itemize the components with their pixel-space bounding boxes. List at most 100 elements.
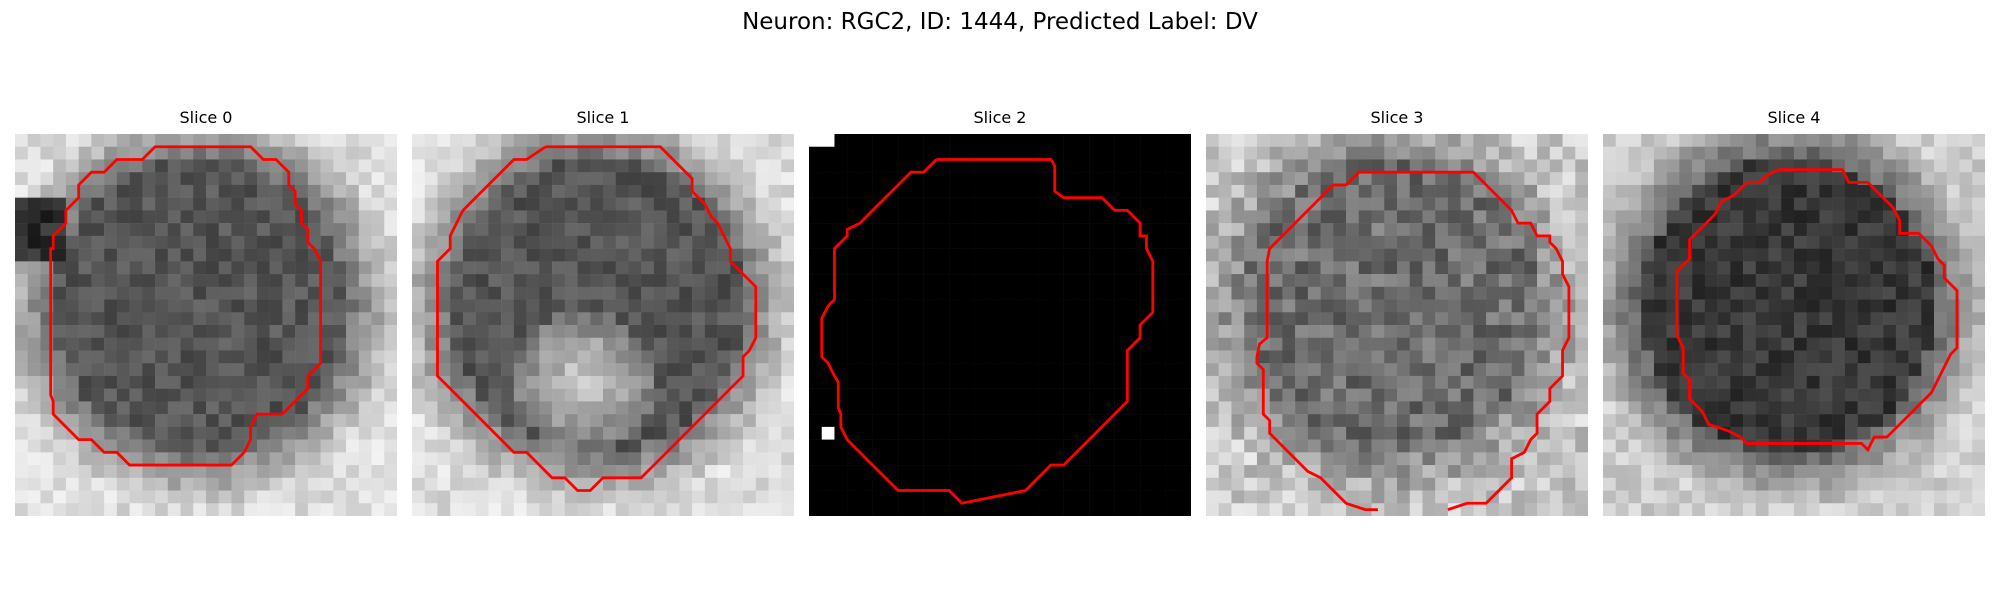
pixel <box>1333 146 1347 160</box>
pixel <box>1704 248 1718 262</box>
pixel <box>1959 286 1973 300</box>
pixel <box>1000 223 1013 237</box>
pixel <box>910 210 924 224</box>
pixel <box>450 274 464 288</box>
pixel <box>974 299 988 313</box>
pixel <box>167 325 181 338</box>
pixel <box>155 375 169 389</box>
pixel <box>781 477 794 491</box>
pixel <box>155 439 169 453</box>
pixel <box>1883 248 1897 262</box>
pixel <box>1206 401 1219 415</box>
pixel <box>1333 503 1347 516</box>
pixel <box>1089 274 1103 288</box>
pixel <box>1934 223 1948 237</box>
pixel <box>1768 197 1782 211</box>
pixel <box>1806 299 1820 313</box>
pixel <box>885 197 899 211</box>
pixel <box>974 375 988 389</box>
pixel <box>1218 210 1232 224</box>
pixel <box>1422 274 1436 288</box>
pixel <box>231 426 245 440</box>
pixel <box>898 426 912 440</box>
pixel <box>564 465 578 479</box>
pixel <box>1653 414 1667 428</box>
pixel <box>155 426 169 440</box>
pixel <box>1934 414 1948 428</box>
pixel <box>1806 414 1820 428</box>
pixel <box>1628 503 1642 516</box>
pixel <box>307 325 321 338</box>
pixel <box>462 172 476 186</box>
pixel <box>1704 146 1718 160</box>
pixel <box>1447 248 1461 262</box>
pixel <box>358 350 372 364</box>
pixel <box>218 503 232 516</box>
pixel <box>412 426 425 440</box>
pixel <box>1498 325 1512 338</box>
pixel <box>40 452 54 466</box>
pixel <box>1895 274 1909 288</box>
pixel <box>1704 312 1718 326</box>
pixel <box>1794 261 1807 275</box>
pixel <box>781 210 794 224</box>
pixel <box>1486 274 1500 288</box>
pixel <box>1959 274 1973 288</box>
pixel <box>358 210 372 224</box>
pixel <box>15 134 28 147</box>
pixel <box>1781 477 1795 491</box>
pixel <box>1038 477 1052 491</box>
pixel <box>1908 286 1922 300</box>
pixel <box>679 503 693 516</box>
pixel <box>1959 172 1973 186</box>
pixel <box>167 414 181 428</box>
pixel <box>885 439 899 453</box>
pixel <box>1371 325 1385 338</box>
pixel <box>1358 325 1372 338</box>
pixel <box>488 414 502 428</box>
pixel <box>1076 401 1090 415</box>
pixel <box>1256 439 1270 453</box>
pixel <box>218 235 232 249</box>
pixel <box>1653 261 1667 275</box>
pixel <box>692 363 706 377</box>
pixel <box>704 286 718 300</box>
pixel <box>142 223 156 237</box>
pixel <box>142 261 156 275</box>
pixel <box>1409 286 1423 300</box>
pixel <box>615 375 629 389</box>
pixel <box>450 452 464 466</box>
pixel <box>1692 490 1706 504</box>
pixel <box>1460 401 1474 415</box>
pixel <box>167 350 181 364</box>
pixel <box>1409 172 1423 186</box>
pixel <box>104 490 118 504</box>
pixel <box>1743 261 1757 275</box>
pixel <box>1934 184 1948 198</box>
pixel <box>1358 299 1372 313</box>
pixel <box>116 401 130 415</box>
pixel <box>809 401 822 415</box>
pixel <box>847 274 861 288</box>
pixel <box>1717 477 1731 491</box>
pixel <box>450 414 464 428</box>
pixel <box>1549 172 1563 186</box>
pixel <box>1832 210 1846 224</box>
pixel <box>704 325 718 338</box>
pixel <box>1218 414 1232 428</box>
pixel <box>743 375 757 389</box>
pixel <box>1743 197 1757 211</box>
pixel <box>653 134 667 147</box>
pixel <box>692 312 706 326</box>
pixel <box>1946 439 1960 453</box>
pixel <box>1934 490 1948 504</box>
pixel <box>1409 184 1423 198</box>
pixel <box>333 184 347 198</box>
pixel <box>1498 274 1512 288</box>
pixel <box>1206 172 1219 186</box>
pixel <box>717 184 731 198</box>
pixel <box>358 325 372 338</box>
pixel <box>1679 490 1693 504</box>
pixel <box>577 350 591 364</box>
pixel <box>295 426 309 440</box>
